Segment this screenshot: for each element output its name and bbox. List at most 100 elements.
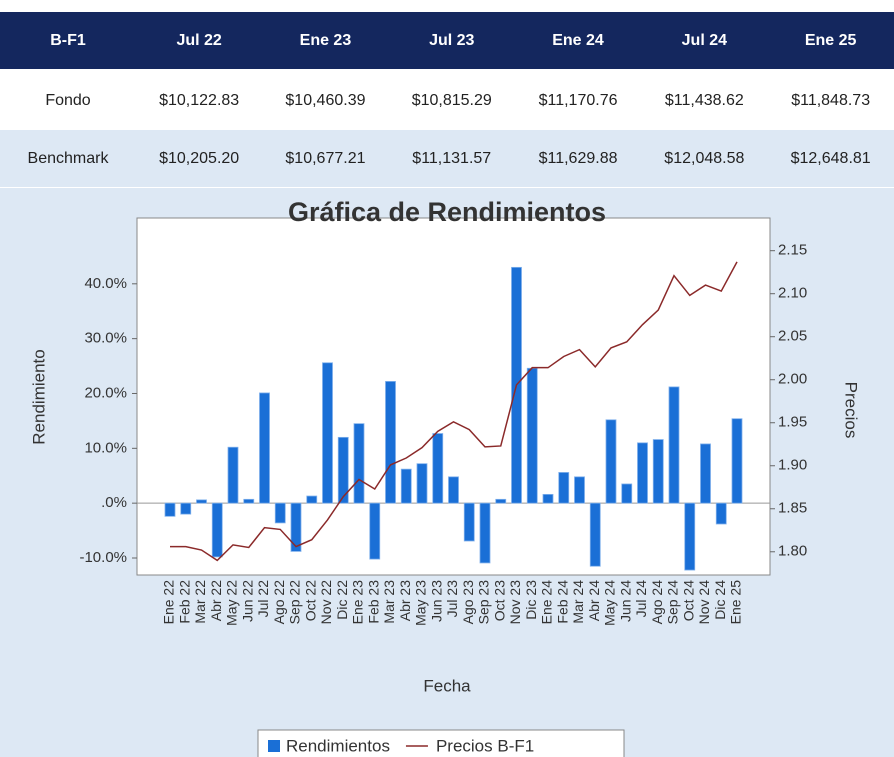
- x-tick-label: Mar 23: [381, 580, 397, 624]
- bar: [196, 499, 207, 504]
- bar: [164, 502, 176, 517]
- table-cell: $11,438.62: [664, 92, 744, 109]
- x-tick-label: Ene 25: [728, 580, 744, 625]
- bar: [211, 502, 223, 558]
- legend-label: Precios B-F1: [436, 736, 534, 755]
- header-cell: Jul 24: [681, 32, 728, 49]
- y-tick-label: .0%: [101, 494, 127, 511]
- bar: [700, 443, 711, 504]
- y2-axis-title: Precios: [842, 382, 861, 439]
- bar: [322, 362, 333, 504]
- table-cell: $12,048.58: [664, 150, 745, 167]
- price-line: [170, 261, 738, 562]
- y2-tick-label: 1.85: [778, 500, 807, 517]
- x-tick-label: Nov 23: [507, 580, 523, 625]
- table-cell: $10,815.29: [411, 92, 492, 109]
- x-tick-label: Ene 22: [161, 580, 177, 625]
- y-tick-label: 20.0%: [84, 384, 127, 401]
- bar: [432, 433, 444, 504]
- bar: [227, 446, 239, 504]
- bar: [290, 502, 302, 552]
- bar: [353, 423, 365, 504]
- bar: [621, 483, 633, 504]
- bar: [180, 502, 192, 515]
- table-cell: $11,131.57: [412, 150, 492, 167]
- x-tick-label: Nov 22: [318, 580, 334, 625]
- x-tick-label: Jun 23: [428, 580, 444, 622]
- bar: [243, 498, 255, 504]
- bar: [369, 502, 381, 560]
- bar: [589, 502, 601, 567]
- x-tick-label: Abr 24: [586, 580, 602, 621]
- table-cell: $11,848.73: [791, 92, 871, 109]
- x-tick-label: May 22: [224, 580, 240, 626]
- x-tick-label: Oct 22: [302, 580, 318, 621]
- x-tick-label: May 24: [602, 580, 618, 626]
- bar: [558, 472, 570, 504]
- y-tick-label: 40.0%: [84, 275, 127, 292]
- y2-tick-label: 2.00: [778, 371, 807, 388]
- table-cell: $11,629.88: [538, 150, 618, 167]
- bar: [306, 495, 318, 504]
- x-tick-label: Jun 24: [617, 580, 633, 622]
- table-cell: $10,122.83: [159, 92, 240, 109]
- x-tick-label: Ene 23: [350, 580, 366, 625]
- x-tick-label: Mar 24: [570, 580, 586, 624]
- x-tick-label: Sep 23: [476, 580, 492, 625]
- x-tick-label: Sep 24: [665, 580, 681, 625]
- y-tick-label: -10.0%: [79, 549, 127, 566]
- x-tick-label: Dic 23: [523, 580, 539, 620]
- legend: [257, 729, 625, 757]
- header-cell: Ene 23: [299, 32, 352, 49]
- y2-tick-label: 2.05: [778, 328, 807, 345]
- header-cell: Jul 22: [176, 32, 222, 49]
- y-tick-label: 10.0%: [84, 439, 127, 456]
- x-tick-label: Sep 22: [287, 580, 303, 625]
- table-cell: $12,648.81: [790, 150, 871, 167]
- bar: [684, 502, 696, 571]
- x-tick-label: Ene 24: [539, 580, 555, 625]
- table-cell: Fondo: [45, 92, 91, 109]
- y2-tick-label: 2.10: [778, 285, 807, 302]
- x-tick-label: Dic 24: [712, 580, 728, 620]
- bar: [479, 502, 491, 564]
- header-cell: Ene 25: [804, 32, 857, 49]
- x-tick-label: Nov 24: [696, 580, 712, 625]
- bar: [715, 502, 727, 525]
- header-cell: B-F1: [50, 32, 86, 49]
- header-cell: Ene 24: [552, 32, 604, 49]
- y2-tick-label: 2.15: [778, 242, 807, 259]
- bar: [400, 468, 412, 504]
- x-tick-label: Abr 23: [397, 580, 413, 621]
- y-axis-title: Rendimiento: [29, 349, 48, 444]
- x-tick-label: Ago 24: [649, 580, 665, 625]
- x-tick-label: Jul 22: [255, 580, 271, 618]
- x-tick-label: Ago 23: [460, 580, 476, 625]
- chart-title: Gráfica de Rendimientos: [288, 197, 606, 227]
- table-row: Fondo $10,122.83 $10,460.39 $10,815.29 $11,1…: [0, 72, 894, 129]
- table-cell: $10,677.21: [285, 150, 366, 167]
- bar: [637, 442, 648, 504]
- x-tick-label: May 23: [413, 580, 429, 626]
- table-header: B-F1 Jul 22 Ene 23 Jul 23 Ene 24 Jul 24 Ene 25: [0, 12, 894, 69]
- x-tick-label: Feb 23: [365, 580, 381, 624]
- bar: [495, 498, 507, 504]
- x-tick-label: Feb 24: [554, 580, 570, 624]
- bar: [463, 502, 475, 542]
- header-cell: Jul 23: [429, 32, 475, 49]
- legend-label: Rendimientos: [286, 736, 390, 755]
- x-tick-label: Jul 23: [444, 580, 460, 618]
- plot-area: [136, 217, 771, 576]
- table-cell: $10,205.20: [159, 150, 240, 167]
- bar: [385, 381, 396, 504]
- bar: [668, 386, 680, 504]
- x-tick-label: Feb 22: [176, 580, 192, 624]
- bar: [526, 367, 538, 504]
- bar: [416, 463, 428, 504]
- table-cell: $10,460.39: [285, 92, 366, 109]
- x-tick-label: Oct 24: [680, 580, 696, 621]
- bar: [337, 436, 349, 504]
- y-tick-label: 30.0%: [84, 330, 127, 347]
- bar: [605, 419, 617, 504]
- y2-tick-label: 1.90: [778, 457, 807, 474]
